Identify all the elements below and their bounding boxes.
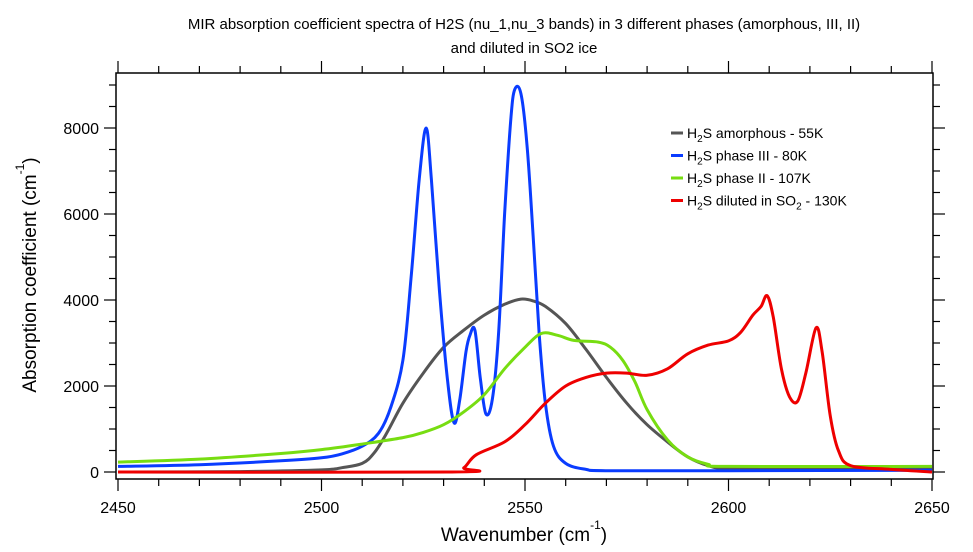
legend-label: H2S phase III - 80K [687, 148, 808, 168]
y-tick-label: 0 [90, 465, 99, 482]
legend-subscript: 2 [796, 202, 802, 213]
x-axis-label-text: Wavenumber (cm [441, 525, 590, 546]
y-tick-label: 6000 [63, 207, 99, 224]
legend-text-part: S diluted in SO [703, 193, 796, 209]
series-line [117, 84, 933, 473]
y-axis-label-close: ) [20, 157, 41, 163]
chart-subtitle: and diluted in SO2 ice [451, 40, 598, 57]
y-axis-label-text: Absorption coefficient (cm [20, 174, 41, 392]
x-tick-label: 2450 [100, 500, 136, 517]
legend-label: H2S amorphous - 55K [687, 125, 824, 145]
x-tick-label: 2550 [507, 500, 543, 517]
x-tick-label: 2500 [304, 500, 340, 517]
x-axis-label-sup: -1 [590, 518, 601, 532]
y-axis-label: Absorption coefficient (cm-1) [13, 157, 41, 392]
series-group [117, 84, 933, 474]
series-line [117, 297, 933, 474]
y-axis-label-sup: -1 [13, 163, 27, 174]
legend-text-part: H [687, 193, 697, 209]
legend-text-part: S phase II - 107K [703, 170, 812, 186]
x-axis-label-close: ) [601, 525, 607, 546]
legend-subscript: 2 [697, 202, 703, 213]
series-line [117, 294, 933, 474]
legend-subscript: 2 [697, 179, 703, 190]
legend-label: H2S phase II - 107K [687, 170, 812, 190]
legend-label: H2S diluted in SO2 - 130K [687, 193, 847, 213]
legend-text-part: - 130K [802, 193, 848, 209]
legend-subscript: 2 [697, 134, 703, 145]
legend-item: H2S diluted in SO2 - 130K [671, 193, 847, 213]
x-tick-label: 2600 [711, 500, 747, 517]
legend-text-part: S phase III - 80K [703, 148, 808, 164]
series-1 [117, 84, 933, 473]
series-3 [117, 294, 933, 474]
series-2 [117, 331, 933, 469]
legend-text-part: H [687, 148, 697, 164]
legend-item: H2S phase II - 107K [671, 170, 812, 190]
chart-title: MIR absorption coefficient spectra of H2… [188, 16, 860, 33]
legend-item: H2S amorphous - 55K [671, 125, 824, 145]
x-axis: 2450 2500 2550 2600 2650 [100, 61, 950, 517]
y-tick-label: 2000 [63, 379, 99, 396]
legend-item: H2S phase III - 80K [671, 148, 808, 168]
legend-text-part: H [687, 125, 697, 141]
series-0 [117, 297, 933, 474]
y-tick-label: 4000 [63, 293, 99, 310]
legend-text-part: H [687, 170, 697, 186]
y-tick-label: 8000 [63, 121, 99, 138]
legend-text-part: S amorphous - 55K [703, 125, 824, 141]
x-tick-label: 2650 [914, 500, 950, 517]
legend-subscript: 2 [697, 157, 703, 168]
x-axis-label: Wavenumber (cm-1) [441, 518, 607, 546]
y-axis: 0 2000 4000 6000 8000 [63, 84, 945, 482]
series-line [117, 331, 933, 469]
